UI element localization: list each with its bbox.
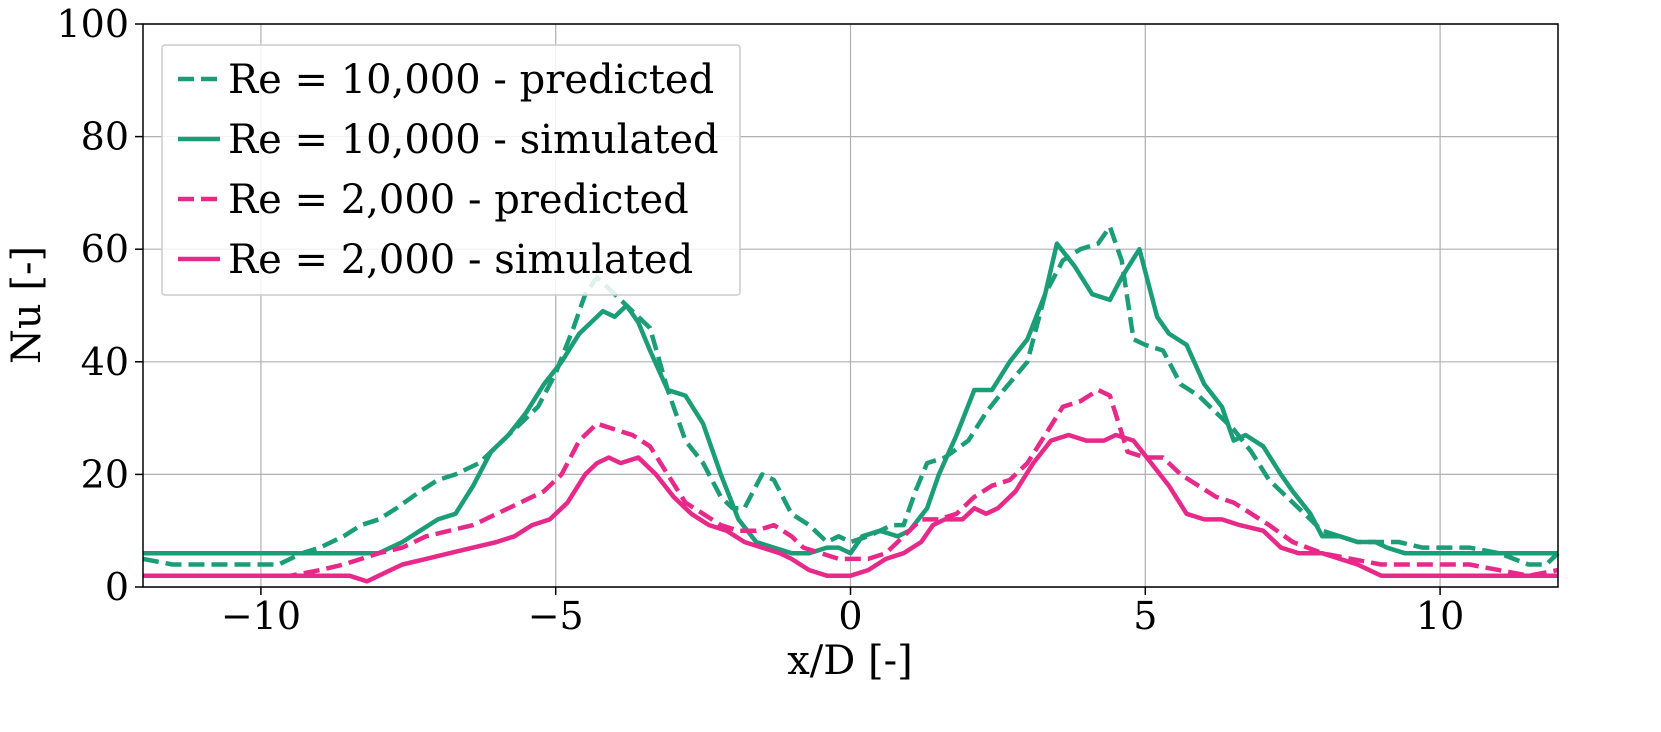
y-tick-label: 0 xyxy=(105,565,129,609)
x-tick-label: −5 xyxy=(528,594,584,638)
y-tick-label: 40 xyxy=(81,340,129,384)
y-tick-label: 60 xyxy=(81,227,129,271)
series-line-2 xyxy=(143,241,1558,556)
x-tick-label: 10 xyxy=(1416,594,1464,638)
x-tick-label: 0 xyxy=(838,594,862,638)
y-axis-label: Nu [-] xyxy=(4,246,50,364)
series-lines xyxy=(142,224,1560,584)
plot-frame xyxy=(142,23,1559,588)
y-tick-label: 20 xyxy=(81,452,129,496)
legend-box xyxy=(161,44,741,296)
legend-label: Re = 2,000 - simulated xyxy=(228,237,693,283)
x-axis-label: x/D [-] xyxy=(787,638,913,684)
legend-label: Re = 10,000 - predicted xyxy=(228,57,714,103)
x-tick-label: −10 xyxy=(221,594,301,638)
y-tick-label: 80 xyxy=(81,115,129,159)
legend-label: Re = 10,000 - simulated xyxy=(228,117,719,163)
series-line-4 xyxy=(143,432,1558,584)
x-tick-label: 5 xyxy=(1133,594,1157,638)
y-tick-label: 100 xyxy=(56,2,129,46)
series-line-3 xyxy=(143,387,1559,578)
legend-label: Re = 2,000 - predicted xyxy=(228,177,689,223)
legend: Re = 10,000 - predicted Re = 10,000 - sim… xyxy=(161,44,741,296)
